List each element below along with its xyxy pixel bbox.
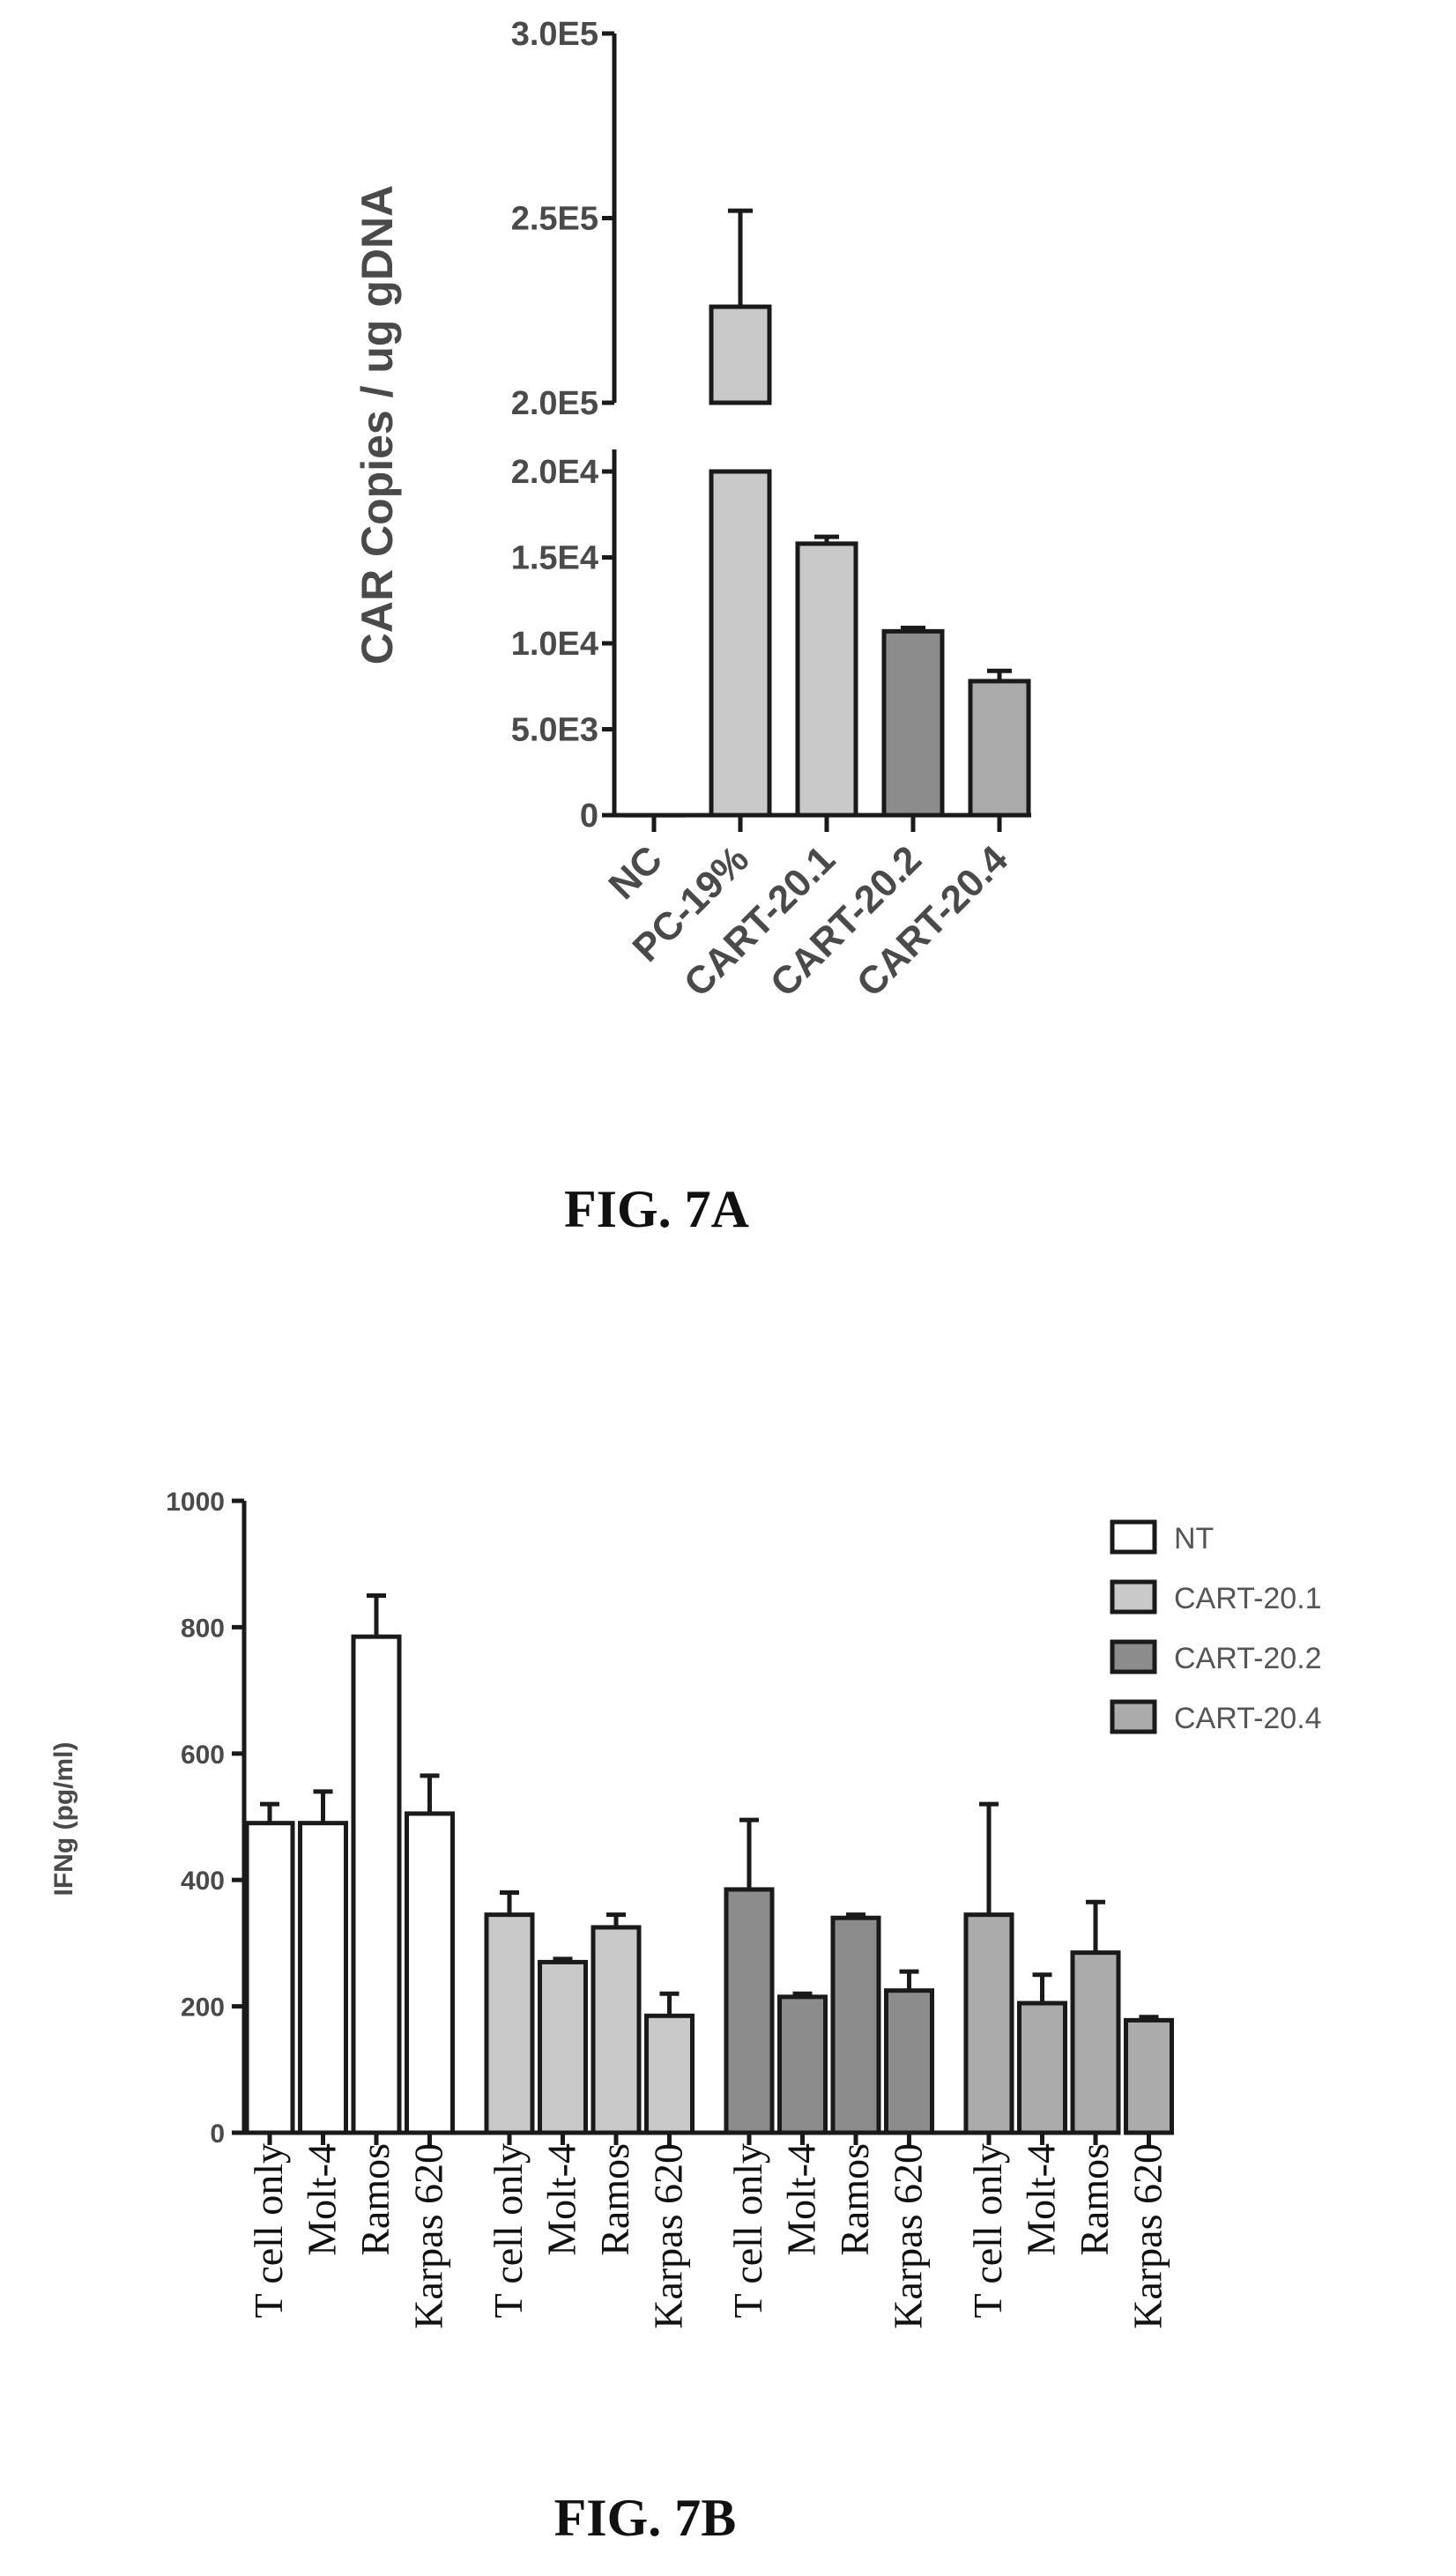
x-ticks-b: T cell only Molt-4 Ramos Karpas 620 T cell o… bbox=[246, 2133, 1170, 2329]
y-tick-label-b: 400 bbox=[181, 1867, 225, 1896]
bar-cart-20-2-molt-4 bbox=[777, 1991, 828, 2135]
bar-cart-20-2-karpas-620 bbox=[884, 1969, 934, 2135]
y-tick-label-b: 600 bbox=[181, 1741, 225, 1770]
bar-cart-20-1-karpas-620 bbox=[644, 1991, 695, 2135]
bar-rect bbox=[538, 1959, 588, 2135]
legend-label: CART-20.4 bbox=[1174, 1702, 1322, 1735]
bar-cart-20-4-t-cell-only bbox=[963, 1801, 1014, 2135]
bar-rect bbox=[1070, 1950, 1121, 2135]
legend-item-cart-20-2: CART-20.2 bbox=[1110, 1639, 1322, 1675]
bar-upper-segment bbox=[709, 304, 772, 405]
bar-cart-20-1 bbox=[795, 534, 858, 818]
x-tick-label-b: Ramos bbox=[592, 2143, 637, 2256]
legend-item-cart-20-4: CART-20.4 bbox=[1110, 1699, 1322, 1735]
bars-b bbox=[244, 1593, 1174, 2135]
x-tick-label-b: Molt-4 bbox=[779, 2143, 824, 2256]
legend-b: NT CART-20.1 CART-20.2 CART-20.4 bbox=[1110, 1519, 1322, 1735]
x-tick-label-b: T cell only bbox=[246, 2143, 291, 2318]
bar-rect bbox=[244, 1821, 295, 2135]
figure-caption-7b: FIG. 7B bbox=[554, 2489, 737, 2547]
bar-rect bbox=[881, 628, 945, 818]
bar-rect bbox=[1017, 2001, 1067, 2135]
x-tick-label-a: NC bbox=[600, 837, 671, 908]
y-tick-label-a: 3.0E5 bbox=[511, 16, 598, 53]
y-tick-label-b: 200 bbox=[181, 1993, 225, 2023]
x-tick-label-b: Molt-4 bbox=[1019, 2143, 1064, 2256]
bar-rect bbox=[591, 1925, 642, 2135]
bar-lower-segment bbox=[709, 469, 772, 818]
x-tick-label-b: Ramos bbox=[353, 2143, 397, 2256]
x-tick-label-b: Molt-4 bbox=[539, 2143, 584, 2256]
legend-label: CART-20.2 bbox=[1174, 1642, 1322, 1675]
x-tick-label-b: Molt-4 bbox=[300, 2143, 345, 2256]
x-tick-label-b: Karpas 620 bbox=[886, 2143, 931, 2329]
bar-rect bbox=[484, 1912, 535, 2135]
y-ticks-b: 0 200 400 600 800 1000 bbox=[166, 1488, 244, 2149]
bar-rect bbox=[963, 1912, 1014, 2135]
legend-swatch bbox=[1110, 1519, 1157, 1555]
chart-fig-7a: 0 5.0E3 1.0E4 1.5E4 2.0E4 2.0E5 2.5E5 3.0E5 NCP… bbox=[353, 16, 1031, 1238]
x-tick-label-b: T cell only bbox=[965, 2143, 1010, 2318]
bars-a bbox=[622, 208, 1031, 818]
bar-nt-karpas-620 bbox=[405, 1773, 455, 2135]
y-tick-label-a: 2.5E5 bbox=[511, 201, 598, 238]
y-tick-label-a: 2.0E4 bbox=[511, 454, 598, 491]
bar-cart-20-4-molt-4 bbox=[1017, 1972, 1067, 2135]
x-tick-label-b: T cell only bbox=[725, 2143, 770, 2318]
bar-cart-20-1-molt-4 bbox=[538, 1956, 588, 2135]
bar-cart-20-2-t-cell-only bbox=[724, 1817, 775, 2135]
legend-label: NT bbox=[1174, 1522, 1214, 1555]
x-tick-label-b: Karpas 620 bbox=[1125, 2143, 1170, 2329]
bar-cart-20-2-ramos bbox=[830, 1912, 881, 2135]
legend-item-cart-20-1: CART-20.1 bbox=[1110, 1579, 1322, 1615]
y-tick-label-b: 0 bbox=[210, 2119, 225, 2149]
legend-swatch bbox=[1110, 1579, 1157, 1615]
bar-rect bbox=[830, 1915, 881, 2135]
bar-cart-20-4-karpas-620 bbox=[1124, 2015, 1174, 2135]
legend-item-nt: NT bbox=[1110, 1519, 1214, 1555]
bar-rect bbox=[795, 541, 858, 818]
y-axis-label-b: IFNg (pg/ml) bbox=[49, 1742, 78, 1897]
bar-rect bbox=[968, 679, 1031, 818]
y-tick-label-a: 5.0E3 bbox=[511, 712, 598, 749]
bar-rect bbox=[1124, 2017, 1174, 2135]
bar-rect bbox=[724, 1887, 775, 2135]
bar-nt-t-cell-only bbox=[244, 1801, 295, 2135]
bar-cart-20-2 bbox=[881, 625, 945, 818]
bar-cart-20-1-ramos bbox=[591, 1912, 642, 2135]
legend-label: CART-20.1 bbox=[1174, 1582, 1322, 1615]
bar-rect bbox=[405, 1811, 455, 2135]
y-axis-label-a: CAR Copies / ug gDNA bbox=[353, 185, 402, 664]
bar-pc-19 bbox=[709, 208, 772, 818]
bar-cart-20-4 bbox=[968, 668, 1031, 818]
bar-nt-molt-4 bbox=[298, 1789, 348, 2135]
bar-cart-20-1-t-cell-only bbox=[484, 1890, 535, 2135]
bar-nt-ramos bbox=[351, 1593, 402, 2135]
x-tick-label-b: Ramos bbox=[1072, 2143, 1117, 2256]
figure-caption-7a: FIG. 7A bbox=[564, 1180, 749, 1238]
x-tick-label-b: T cell only bbox=[486, 2143, 531, 2318]
bar-rect bbox=[644, 2013, 695, 2135]
x-tick-label-b: Karpas 620 bbox=[646, 2143, 691, 2329]
y-tick-label-a: 1.5E4 bbox=[511, 540, 598, 577]
bar-rect bbox=[777, 1994, 828, 2135]
bar-cart-20-4-ramos bbox=[1070, 1899, 1121, 2135]
y-tick-label-b: 1000 bbox=[166, 1488, 225, 1517]
legend-swatch bbox=[1110, 1699, 1157, 1734]
bar-rect bbox=[351, 1634, 402, 2135]
bar-rect bbox=[884, 1988, 934, 2135]
y-tick-label-a: 1.0E4 bbox=[511, 626, 598, 663]
bar-rect bbox=[298, 1821, 348, 2135]
x-tick-label-b: Ramos bbox=[832, 2143, 877, 2256]
y-tick-label-a: 2.0E5 bbox=[511, 385, 598, 422]
y-ticks-a: 0 5.0E3 1.0E4 1.5E4 2.0E4 2.0E5 2.5E5 3.0E5 bbox=[511, 16, 614, 835]
y-tick-label-a: 0 bbox=[580, 798, 598, 835]
x-tick-label-b: Karpas 620 bbox=[406, 2143, 451, 2329]
y-tick-label-b: 800 bbox=[181, 1614, 225, 1643]
legend-swatch bbox=[1110, 1639, 1157, 1674]
